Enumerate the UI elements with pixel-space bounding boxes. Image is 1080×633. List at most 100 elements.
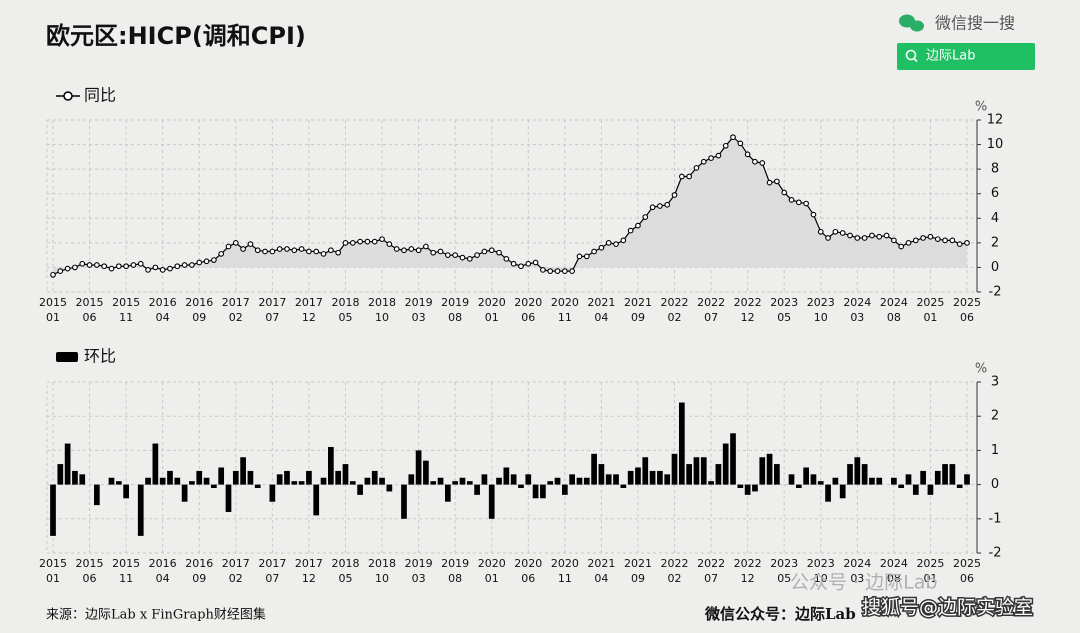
point (591, 248, 597, 255)
point (408, 246, 415, 252)
point (430, 249, 437, 256)
bar (817, 481, 824, 485)
x-tick-label: 2024 08 (880, 296, 908, 324)
bar (657, 470, 663, 485)
bar (276, 474, 283, 485)
bar (189, 481, 195, 485)
point (284, 246, 290, 252)
search-button-bg[interactable] (897, 43, 1035, 70)
point (254, 247, 261, 254)
point (722, 142, 729, 149)
bar (547, 481, 554, 485)
bar (145, 477, 151, 485)
bar (715, 464, 722, 485)
bar (349, 481, 356, 485)
x-tick-label: 2020 01 (478, 296, 506, 324)
point (635, 222, 641, 229)
point (781, 189, 788, 196)
point (825, 235, 831, 241)
point (832, 228, 839, 235)
bar (379, 477, 385, 485)
point (649, 204, 656, 211)
point (788, 197, 795, 203)
point (752, 158, 758, 165)
x-tick-label: 2022 02 (661, 296, 689, 324)
x-tick-label: 2024 03 (843, 557, 871, 585)
point (225, 243, 232, 250)
point (532, 259, 539, 266)
point (525, 260, 532, 267)
point (898, 243, 905, 250)
bar (613, 474, 619, 485)
point (956, 241, 963, 247)
x-tick-label: 2021 09 (624, 296, 652, 324)
point (320, 251, 327, 257)
bar (232, 470, 239, 485)
bar (700, 457, 707, 485)
legend-marker (56, 352, 78, 362)
y-tick-label: 12 (987, 113, 1004, 128)
x-tick-label: 2022 12 (734, 296, 762, 324)
unit-label: % (975, 362, 987, 377)
point (298, 246, 305, 252)
point (869, 232, 875, 239)
bar (269, 484, 276, 502)
point (423, 243, 429, 250)
point (657, 203, 663, 209)
x-tick-label: 2019 03 (405, 296, 433, 324)
search-button-label[interactable]: 边际Lab (926, 49, 975, 64)
x-tick-label: 2025 06 (953, 557, 981, 585)
bar (328, 446, 334, 485)
point (232, 240, 239, 246)
account: 微信公众号：边际Lab (704, 605, 856, 623)
x-tick-label: 2021 04 (587, 296, 615, 324)
bar (247, 470, 254, 485)
bar (861, 464, 868, 485)
point (94, 262, 100, 268)
x-tick-label: 2022 07 (697, 557, 725, 585)
point (583, 253, 590, 260)
bar (357, 484, 363, 495)
bar (437, 477, 444, 485)
bar (386, 484, 393, 492)
bar (167, 470, 173, 485)
point (328, 247, 334, 254)
y-tick-label: -2 (989, 285, 1002, 300)
bar (803, 467, 809, 485)
bar (94, 484, 100, 506)
bar (664, 474, 671, 485)
bar (196, 470, 203, 485)
point (693, 165, 700, 171)
y-tick-label: 0 (991, 260, 999, 275)
x-tick-label: 2020 11 (551, 557, 579, 585)
bar (752, 484, 758, 492)
bar (408, 474, 415, 485)
x-tick-label: 2021 04 (587, 557, 615, 585)
x-tick-label: 2020 01 (478, 557, 506, 585)
bar (876, 477, 883, 485)
point (730, 134, 736, 141)
x-tick-label: 2015 11 (112, 296, 140, 324)
point (211, 257, 217, 263)
point (876, 233, 883, 240)
search-icon (913, 57, 918, 63)
bar (79, 474, 86, 485)
point (115, 263, 122, 270)
point (708, 155, 714, 161)
point (613, 241, 619, 247)
bar (620, 484, 627, 489)
point (349, 240, 356, 246)
point (964, 240, 970, 246)
x-tick-label: 2015 06 (76, 557, 104, 585)
bar (825, 484, 831, 502)
area (53, 137, 967, 275)
x-tick-label: 2024 03 (843, 296, 871, 324)
search-button[interactable]: 边际Lab (897, 43, 1035, 70)
x-tick-label: 2020 06 (514, 557, 542, 585)
bar (152, 443, 159, 485)
bar (466, 481, 473, 485)
bar (518, 484, 524, 489)
x-tick-label: 2022 02 (661, 557, 689, 585)
bar (72, 470, 78, 485)
point (415, 247, 422, 254)
